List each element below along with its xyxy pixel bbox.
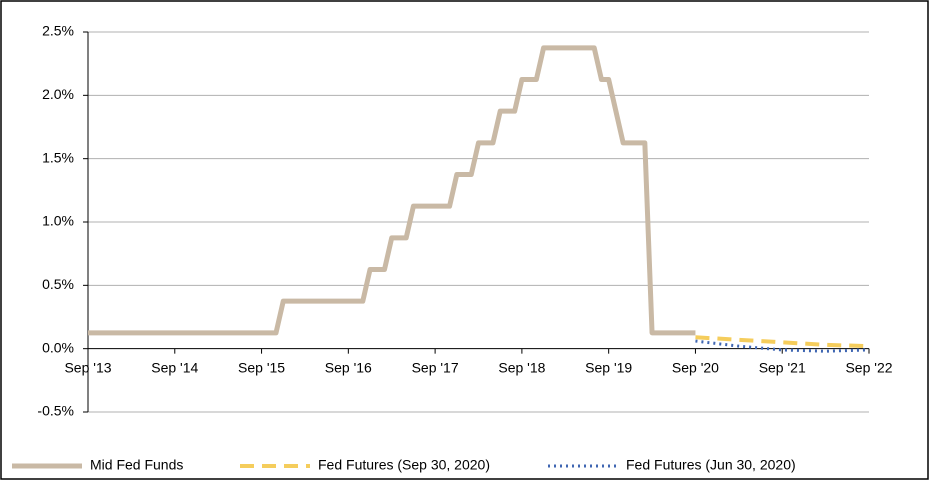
x-tick-label: Sep '21 [759, 359, 806, 375]
y-tick-label: 2.5% [42, 23, 74, 39]
y-tick-label: -0.5% [37, 403, 74, 419]
y-tick-label: 1.0% [42, 213, 74, 229]
legend-label: Mid Fed Funds [90, 457, 183, 473]
x-tick-label: Sep '13 [64, 359, 111, 375]
x-tick-label: Sep '18 [498, 359, 545, 375]
y-tick-label: 1.5% [42, 149, 74, 165]
x-tick-label: Sep '19 [585, 359, 632, 375]
x-tick-label: Sep '20 [672, 359, 719, 375]
legend-label: Fed Futures (Sep 30, 2020) [318, 457, 490, 473]
y-tick-label: 0.5% [42, 276, 74, 292]
series-line [695, 335, 870, 349]
x-tick-label: Sep '17 [412, 359, 459, 375]
x-tick-label: Sep '15 [238, 359, 285, 375]
x-tick-label: Sep '16 [325, 359, 372, 375]
series-line [88, 45, 696, 336]
x-tick-label: Sep '22 [845, 359, 892, 375]
y-tick-label: 2.0% [42, 86, 74, 102]
legend-label: Fed Futures (Jun 30, 2020) [626, 457, 796, 473]
series-line [695, 339, 870, 353]
x-tick-label: Sep '14 [151, 359, 198, 375]
y-tick-label: 0.0% [42, 339, 74, 355]
